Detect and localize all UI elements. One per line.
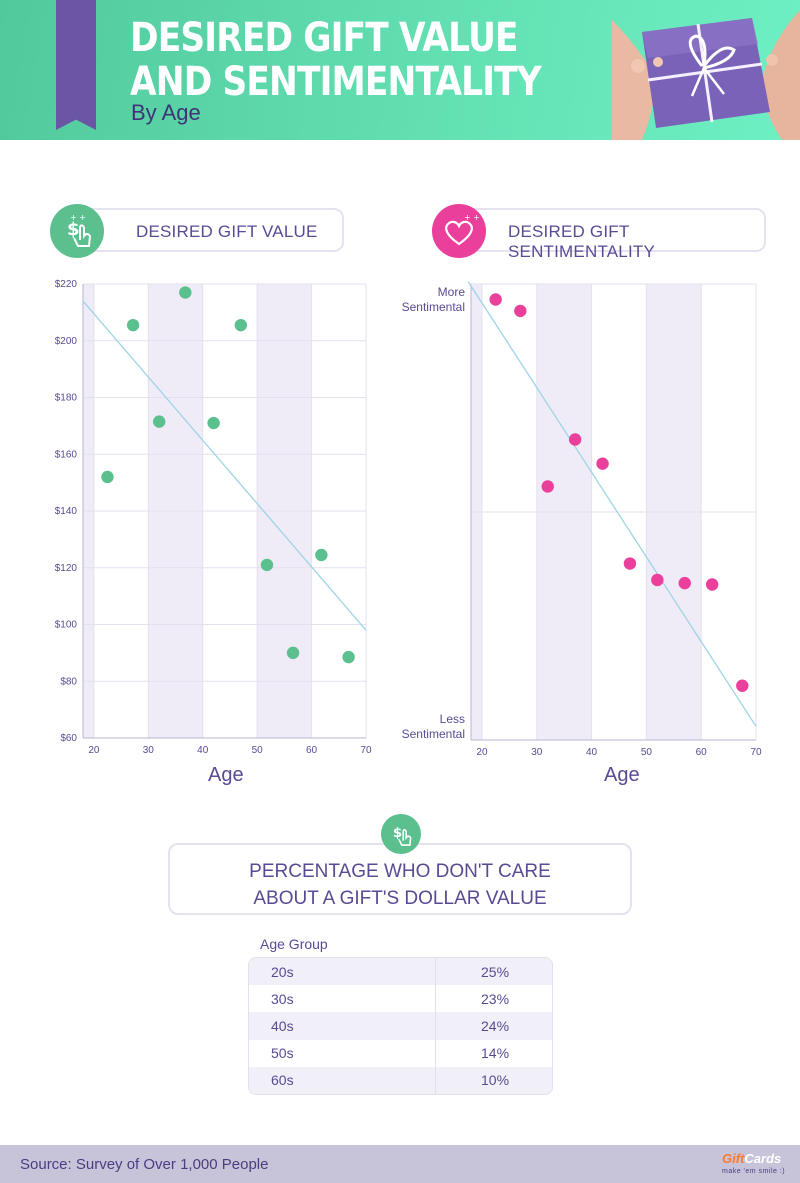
age-group-cell: 30s xyxy=(249,985,436,1013)
data-point xyxy=(678,576,691,590)
trend-line xyxy=(82,300,367,631)
senti-chart-label: DESIRED GIFT SENTIMENTALITY xyxy=(508,222,656,261)
data-point xyxy=(179,286,192,299)
y-tick-label: $140 xyxy=(55,506,78,517)
value-scatter-chart: $220 $200 $180 $160 $140 $120 $100 $80 $60 20 30 40… xyxy=(55,279,372,756)
value-chart-label: DESIRED GIFT VALUE xyxy=(136,222,318,241)
data-point xyxy=(623,557,637,570)
percentage-cell: 23% xyxy=(481,990,510,1007)
title-line-1: DESIRED GIFT VALUE xyxy=(130,15,519,61)
x-tick-label: 40 xyxy=(586,747,598,758)
page-title: DESIRED GIFT VALUE AND SENTIMENTALITY xyxy=(130,15,542,105)
page-subtitle: By Age xyxy=(131,100,201,125)
charts-canvas: $220 $200 $180 $160 $140 $120 $100 $80 $60 20 30 40… xyxy=(55,279,762,758)
data-point xyxy=(315,548,328,562)
bookmark-ribbon xyxy=(56,0,96,130)
logo-tagline: make 'em smile :) xyxy=(722,1168,786,1175)
data-point xyxy=(260,558,274,572)
value-chart-label-pill: DESIRED GIFT VALUE xyxy=(56,208,344,252)
gift-box-image xyxy=(612,10,800,140)
value-x-axis-title: Age xyxy=(208,764,244,786)
logo-wordmark: GiftCards xyxy=(722,1151,781,1166)
pct-title-box: PERCENTAGE WHO DON'T CARE ABOUT A GIFT'S… xyxy=(168,843,632,915)
svg-text:$: $ xyxy=(393,826,402,841)
y-label-sentimental-bottom: Sentimental xyxy=(402,727,465,741)
dollar-hand-icon: $ + + xyxy=(50,204,104,258)
y-label-sentimental-top: Sentimental xyxy=(402,300,465,314)
y-tick-label: $100 xyxy=(55,620,78,631)
y-tick-label: $220 xyxy=(55,279,78,290)
age-group-cell: 60s xyxy=(249,1066,436,1094)
svg-text:+ +: + + xyxy=(70,213,86,222)
x-tick-label: 60 xyxy=(306,745,318,756)
logo-gift-text: Gift xyxy=(722,1151,745,1166)
header-banner: DESIRED GIFT VALUE AND SENTIMENTALITY By… xyxy=(0,0,800,140)
table-row: 50s 14% xyxy=(249,1039,552,1067)
y-tick-label: $80 xyxy=(60,676,77,687)
source-note: Source: Survey of Over 1,000 People xyxy=(20,1156,269,1173)
data-point xyxy=(342,650,355,664)
senti-chart-label-pill: DESIRED GIFT SENTIMENTALITY xyxy=(438,208,766,261)
x-tick-label: 20 xyxy=(476,747,488,758)
percentage-cell: 10% xyxy=(481,1072,510,1089)
x-tick-label: 20 xyxy=(88,745,100,756)
footer: Source: Survey of Over 1,000 People Gift… xyxy=(0,1145,800,1183)
svg-text:$: $ xyxy=(67,219,80,240)
logo-cards-text: Cards xyxy=(744,1151,782,1166)
x-tick-label: 50 xyxy=(252,745,264,756)
y-label-more: More xyxy=(438,285,466,299)
data-point xyxy=(286,646,300,660)
data-point xyxy=(489,293,502,306)
data-point xyxy=(705,578,719,591)
x-tick-label: 30 xyxy=(143,745,155,756)
pct-title-line-1: PERCENTAGE WHO DON'T CARE xyxy=(249,861,551,882)
table-row: 60s 10% xyxy=(249,1066,552,1094)
x-tick-label: 40 xyxy=(197,745,209,756)
senti-x-axis-title: Age xyxy=(604,764,640,786)
age-group-cell: 20s xyxy=(249,958,436,986)
percentage-cell: 24% xyxy=(481,1017,510,1034)
data-point xyxy=(541,480,554,493)
data-point xyxy=(596,457,609,470)
y-tick-label: $120 xyxy=(55,563,78,574)
data-point xyxy=(101,470,114,484)
data-point xyxy=(736,679,749,692)
data-point xyxy=(207,416,220,430)
x-tick-label: 30 xyxy=(531,747,543,758)
table-row: 40s 24% xyxy=(249,1012,552,1040)
table-row: 20s 25% xyxy=(249,958,552,986)
age-group-column-label: Age Group xyxy=(260,936,328,952)
data-point xyxy=(568,433,582,446)
percentage-cell: 14% xyxy=(481,1045,510,1062)
percentage-cell: 25% xyxy=(481,963,510,980)
pct-table: 20s 25% 30s 23% 40s 24% 50s 14% 60s 10% xyxy=(248,957,553,1095)
x-tick-label: 70 xyxy=(360,745,372,756)
svg-text:+ +: + + xyxy=(464,213,480,222)
y-tick-label: $60 xyxy=(60,733,77,744)
trend-line xyxy=(467,281,757,727)
age-group-cell: 50s xyxy=(249,1039,436,1067)
y-tick-label: $200 xyxy=(55,336,78,347)
data-point xyxy=(126,318,140,332)
y-label-less: Less xyxy=(440,712,465,726)
heart-icon: + + xyxy=(432,204,486,258)
giftcards-logo[interactable]: GiftCards make 'em smile :) xyxy=(716,1151,794,1179)
pct-title-line-2: ABOUT A GIFT'S DOLLAR VALUE xyxy=(253,888,547,909)
data-point xyxy=(651,573,664,587)
y-tick-label: $180 xyxy=(55,393,78,404)
age-group-cell: 40s xyxy=(249,1012,436,1040)
dollar-hand-icon: $ xyxy=(381,814,421,854)
table-row: 30s 23% xyxy=(249,985,552,1013)
title-line-2: AND SENTIMENTALITY xyxy=(130,59,542,105)
data-point xyxy=(152,415,166,428)
data-point xyxy=(234,318,248,332)
x-tick-label: 70 xyxy=(750,747,762,758)
data-point xyxy=(514,304,527,318)
y-tick-label: $160 xyxy=(55,449,78,460)
x-tick-label: 50 xyxy=(641,747,653,758)
x-tick-label: 60 xyxy=(696,747,708,758)
